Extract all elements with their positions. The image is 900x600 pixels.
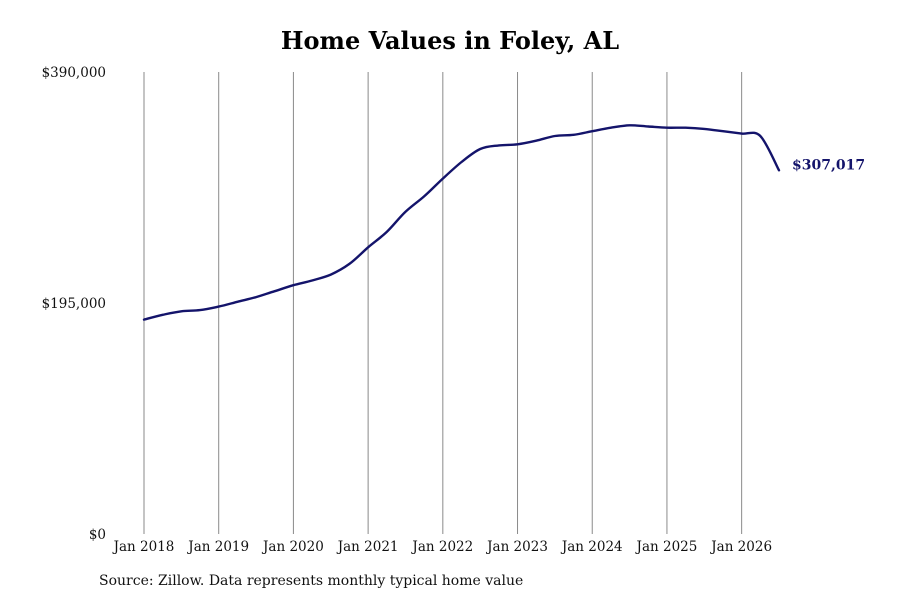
y-axis-tick-labels: $0 $195,000 $390,000 (42, 65, 106, 543)
x-tick-label: Jan 2018 (112, 539, 175, 555)
chart-title: Home Values in Foley, AL (280, 26, 620, 55)
x-axis-tick-labels: Jan 2018 Jan 2019 Jan 2020 Jan 2021 Jan 2022… (112, 539, 772, 555)
x-tick-label: Jan 2025 (635, 539, 698, 555)
grid-lines (143, 72, 743, 534)
y-tick-label: $0 (89, 527, 106, 543)
series-line (142, 124, 781, 321)
x-tick-label: Jan 2024 (560, 539, 623, 555)
x-tick-label: Jan 2019 (186, 539, 249, 555)
x-tick-label: Jan 2023 (485, 539, 548, 555)
y-tick-label: $195,000 (42, 296, 106, 312)
x-tick-label: Jan 2020 (261, 539, 324, 555)
x-tick-label: Jan 2021 (336, 539, 399, 555)
y-tick-label: $390,000 (42, 65, 106, 81)
source-note: Source: Zillow. Data represents monthly … (99, 573, 524, 589)
end-value-label: $307,017 (792, 157, 865, 173)
x-tick-label: Jan 2026 (709, 539, 772, 555)
x-tick-label: Jan 2022 (410, 539, 473, 555)
